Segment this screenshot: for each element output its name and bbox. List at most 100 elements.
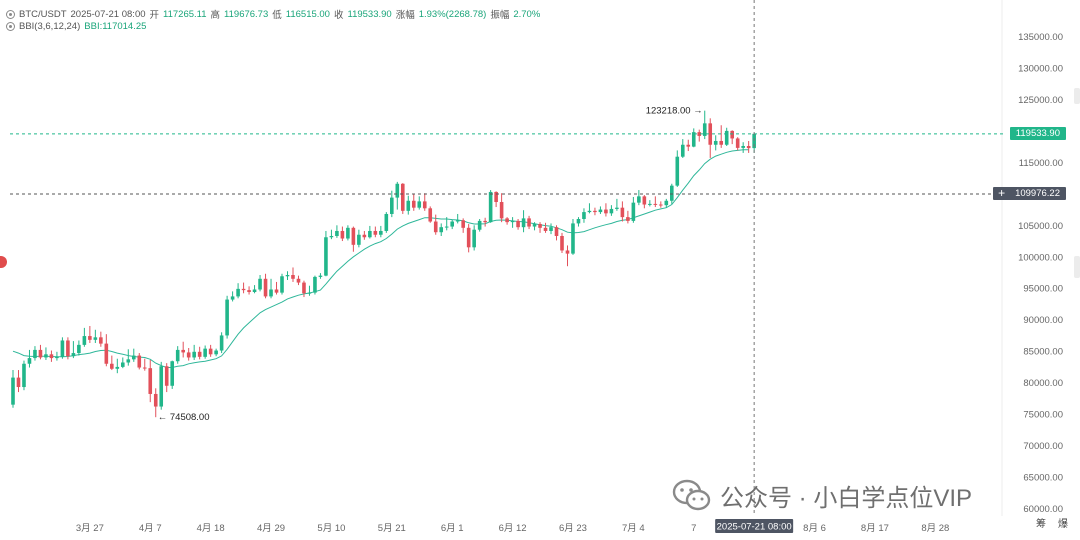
candle-up — [549, 227, 553, 231]
y-tick-label: 135000.00 — [1018, 32, 1063, 43]
cursor-price-label[interactable]: + 109976.22 — [993, 187, 1066, 200]
candle-down — [208, 348, 213, 355]
candle-down — [351, 227, 356, 245]
x-tick-label: 8月 6 — [803, 523, 826, 534]
eye-icon[interactable] — [6, 22, 15, 31]
candle-up — [691, 132, 696, 147]
candle-down — [730, 130, 734, 139]
corner-label-left[interactable]: 筹 — [1036, 519, 1046, 530]
candle-up — [510, 220, 515, 223]
symbol-label: BTC/USDT — [19, 8, 67, 20]
right-collapse-tab[interactable] — [1074, 256, 1080, 278]
watermark: 公众号 · 小白学点位VIP — [672, 478, 972, 513]
candle-up — [450, 221, 454, 227]
candle-up — [121, 362, 125, 367]
candle-up — [71, 353, 76, 357]
close-label: 收 — [333, 10, 344, 21]
candle-down — [516, 220, 520, 228]
candle-up — [55, 356, 59, 359]
candle-up — [379, 230, 383, 235]
candle-up — [230, 296, 235, 300]
candle-up — [390, 197, 394, 214]
candle-up — [280, 276, 284, 293]
eye-icon[interactable] — [6, 9, 15, 19]
plus-icon[interactable]: + — [998, 186, 1006, 200]
candle-up — [203, 348, 207, 357]
candle-up — [175, 349, 180, 362]
candle-up — [741, 146, 745, 148]
candle-up — [488, 191, 493, 223]
x-tick-label: 7 — [691, 523, 696, 534]
candle-down — [593, 210, 597, 213]
y-tick-label: 70000.00 — [1023, 441, 1063, 452]
current-price-label: 119533.90 — [1009, 127, 1066, 140]
candle-down — [88, 336, 92, 340]
candle-up — [631, 202, 636, 221]
candle-down — [373, 230, 378, 235]
candle-down — [247, 290, 251, 293]
open-label: 开 — [149, 10, 160, 21]
candle-up — [582, 212, 586, 220]
y-tick-label: 130000.00 — [1018, 63, 1063, 74]
y-axis: 135000.00130000.00125000.00120000.001150… — [1018, 32, 1063, 515]
candle-down — [186, 352, 191, 358]
corner-label-right[interactable]: 爆 — [1058, 519, 1068, 530]
candle-up — [214, 350, 218, 355]
candle-down — [428, 208, 433, 222]
right-edge-tab[interactable] — [1074, 88, 1080, 104]
candle-down — [604, 209, 608, 214]
candle-up — [27, 358, 32, 364]
cursor-date-badge: 2025-07-21 08:00 — [715, 519, 794, 533]
low-label: 低 — [272, 10, 282, 21]
candle-down — [560, 235, 564, 251]
candle-up — [670, 185, 674, 201]
candle-up — [713, 140, 718, 145]
candle-down — [164, 366, 169, 386]
candle-down — [241, 288, 246, 291]
candle-up — [521, 218, 526, 228]
x-tick-label: 4月 29 — [257, 523, 285, 534]
candle-up — [395, 183, 400, 198]
candle-down — [302, 282, 306, 294]
chart-overlays: 123218.00 → ← 74508.00 2025-07-21 08:00 — [10, 0, 1003, 533]
candle-down — [708, 123, 713, 145]
candle-down — [466, 227, 471, 248]
candle-down — [142, 367, 147, 369]
candle-down — [659, 204, 663, 206]
candle-up — [126, 359, 131, 363]
x-tick-label: 3月 27 — [76, 523, 104, 534]
alert-marker[interactable] — [0, 256, 7, 268]
candle-down — [422, 201, 427, 209]
candle-up — [439, 227, 444, 233]
x-tick-label: 5月 21 — [378, 523, 406, 534]
candle-up — [532, 224, 537, 227]
candle-up — [170, 361, 175, 386]
candle-down — [735, 138, 740, 148]
candle-down — [626, 217, 630, 221]
candle-up — [131, 355, 136, 360]
candle-up — [637, 196, 641, 203]
datetime-label: 2025-07-21 08:00 — [70, 8, 146, 20]
cursor-date-bg — [715, 519, 794, 533]
candle-up — [22, 363, 26, 388]
candle-up — [477, 220, 482, 230]
x-tick-label: 8月 17 — [861, 523, 889, 534]
candle-down — [719, 140, 724, 145]
candle-up — [192, 351, 196, 358]
candle-down — [362, 234, 367, 238]
wechat-icon — [672, 479, 711, 510]
candle-down — [499, 202, 504, 219]
candle-up — [329, 235, 334, 238]
candle-up — [269, 289, 273, 297]
open-value: 117265.11 — [163, 8, 207, 20]
candle-up — [346, 227, 350, 239]
candle-up — [252, 289, 257, 293]
low-value: 116515.00 — [285, 8, 330, 20]
bbi-line-layer — [12, 149, 749, 368]
candle-down — [411, 200, 416, 208]
high-annotation: 123218.00 → — [646, 106, 703, 117]
candle-up — [417, 201, 422, 208]
candle-down — [340, 230, 345, 239]
candle-up — [680, 144, 685, 157]
